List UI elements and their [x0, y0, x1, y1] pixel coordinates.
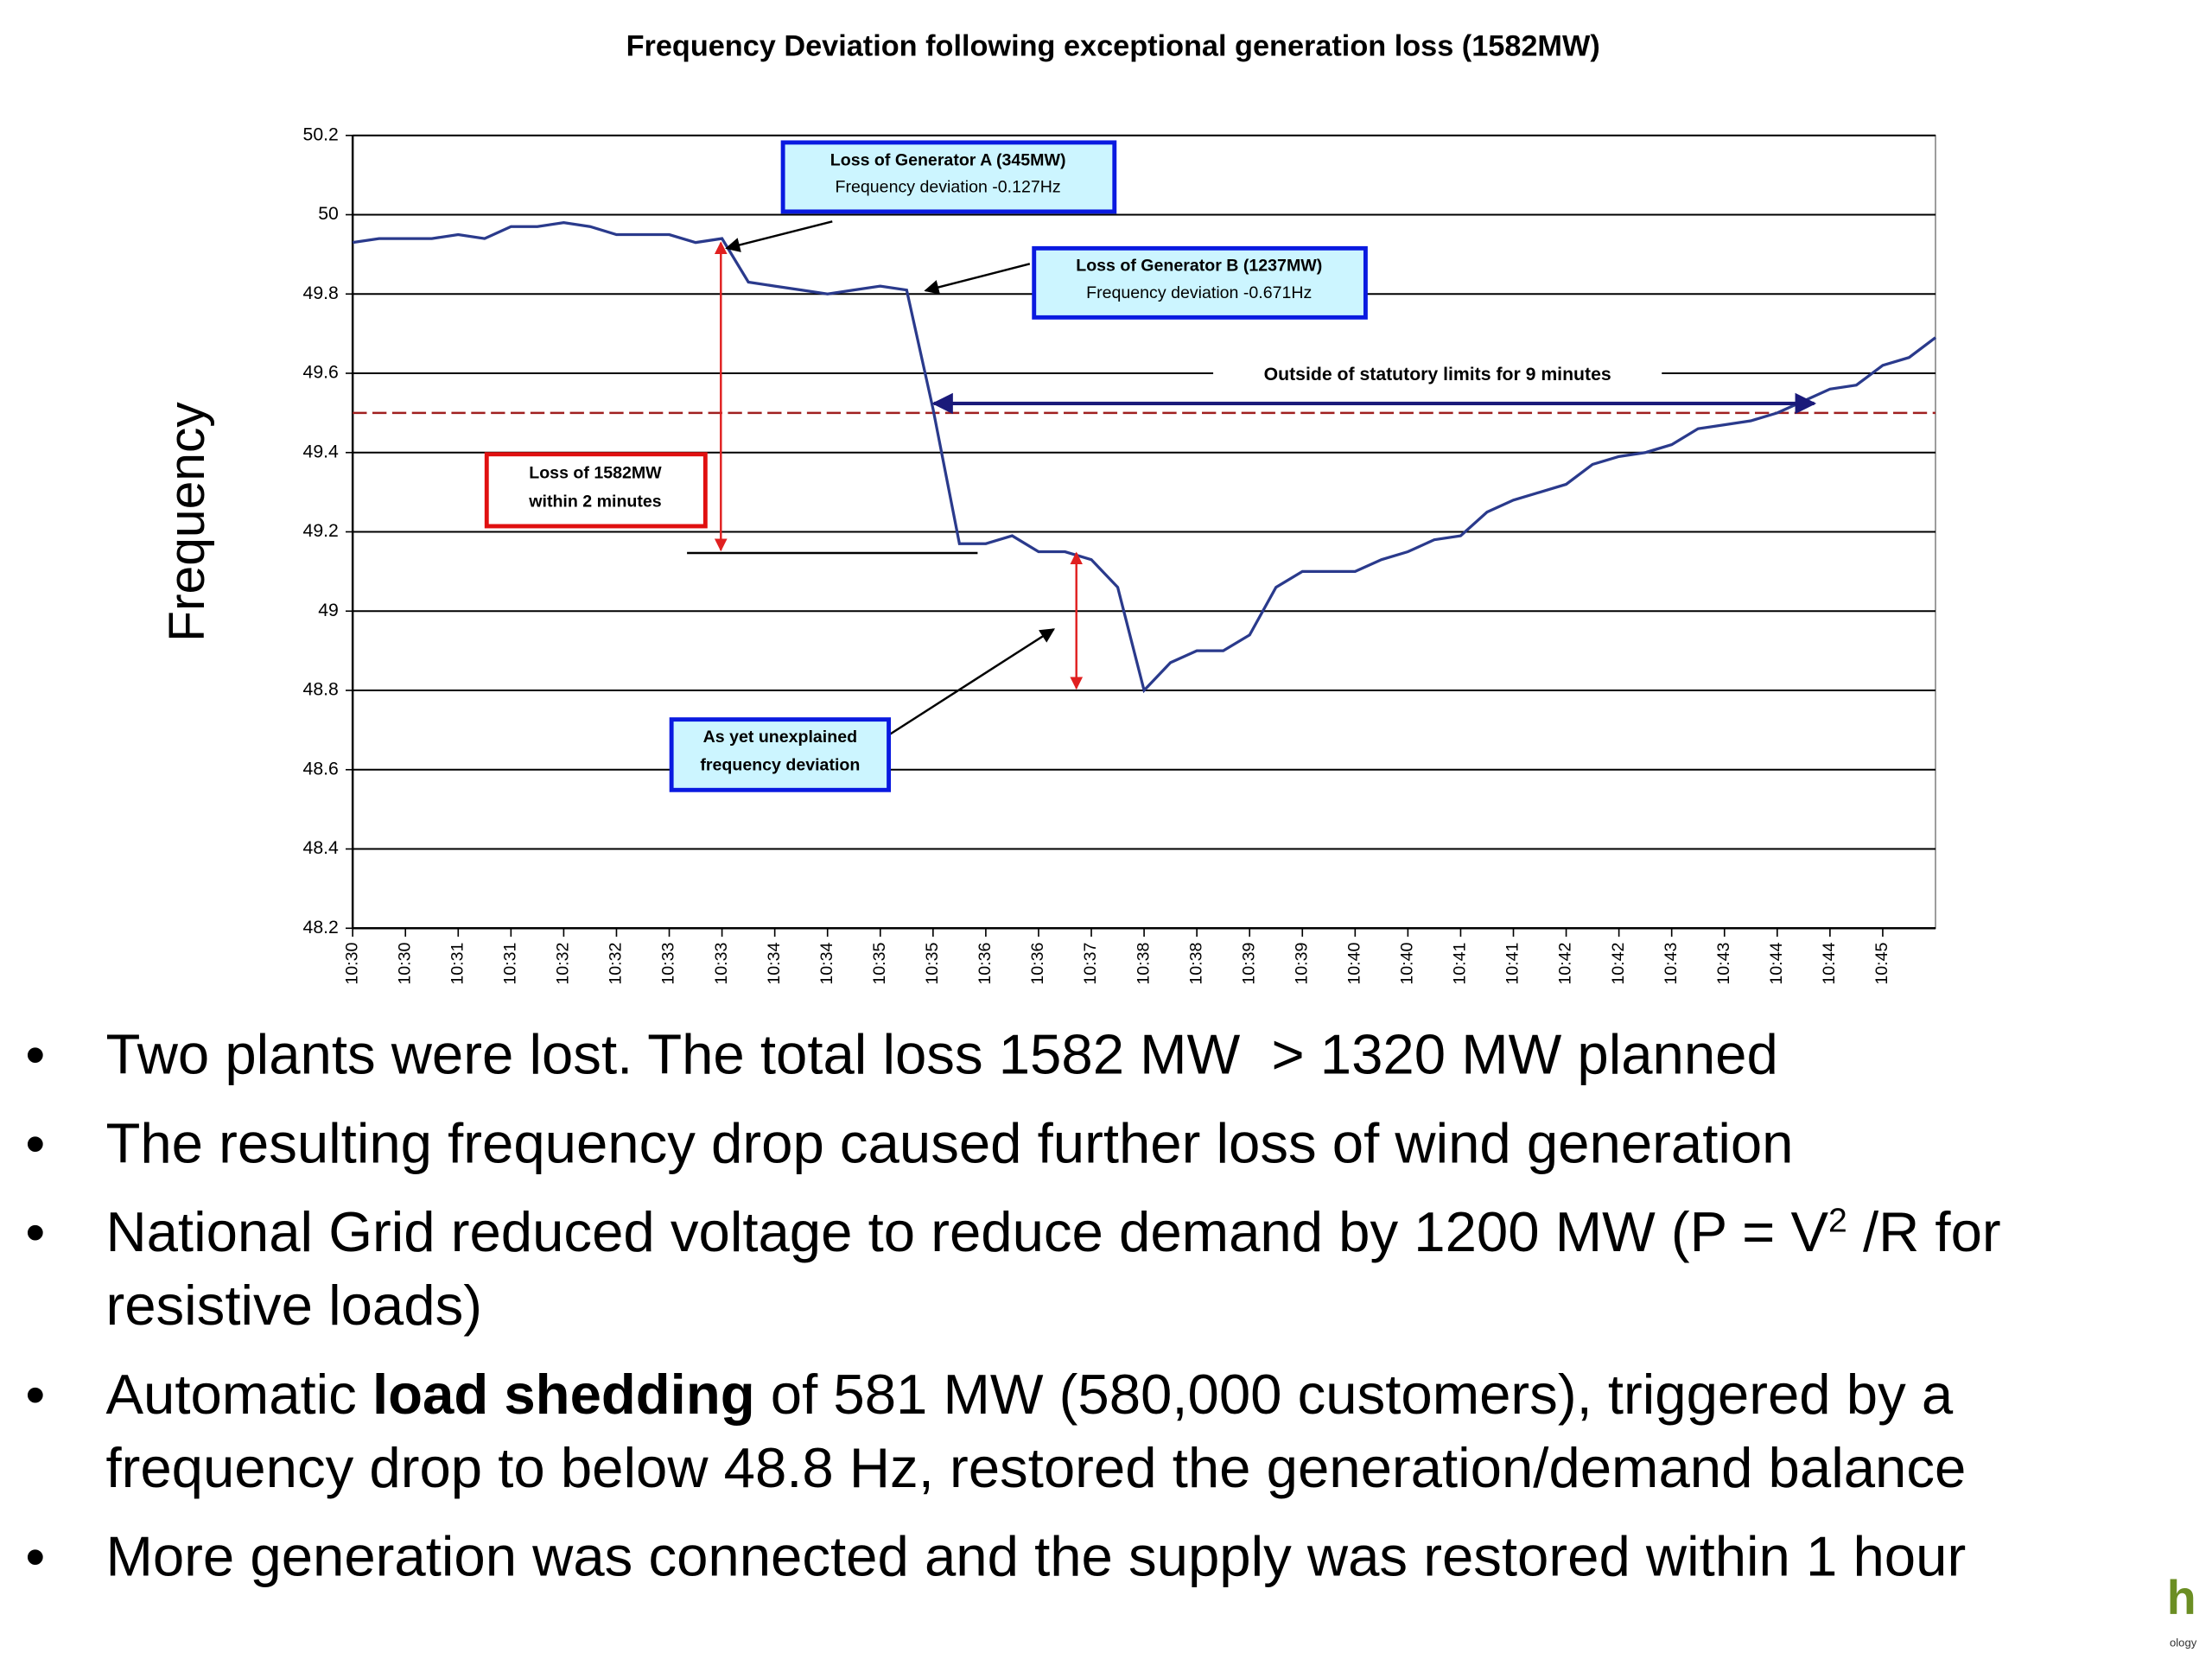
- annotation-box: [780, 140, 1117, 214]
- bullet-text: load shedding: [372, 1363, 755, 1427]
- x-tick-label: 10:40: [1344, 943, 1363, 985]
- x-tick-label: 10:41: [1451, 943, 1470, 985]
- annotation-text: Frequency deviation -0.127Hz: [836, 177, 1061, 196]
- bullet-text: Automatic: [105, 1363, 372, 1427]
- bullet-text: Two plants were lost. The total loss 158…: [105, 1024, 1778, 1087]
- bullet-text: The resulting frequency drop caused furt…: [105, 1113, 1794, 1175]
- annotation-text: Loss of 1582MW: [529, 464, 662, 483]
- annotation-box: [669, 717, 892, 792]
- x-tick-label: 10:31: [501, 943, 520, 985]
- bullet: The resulting frequency drop caused furt…: [0, 1108, 2172, 1181]
- x-tick-label: 10:41: [1503, 943, 1522, 985]
- x-tick-label: 10:36: [1028, 943, 1047, 985]
- arrow: [887, 628, 1056, 736]
- annotation-box: [1032, 245, 1368, 320]
- bullet-text: of 581 MW (580,000 customers), triggered…: [105, 1363, 1969, 1500]
- y-tick-label: 48.4: [303, 838, 339, 858]
- annotation-text: within 2 minutes: [528, 492, 661, 511]
- bullet: Two plants were lost. The total loss 158…: [0, 1019, 2172, 1092]
- x-tick-label: 10:30: [342, 943, 361, 985]
- arrow: [725, 220, 833, 252]
- y-tick-label: 48.8: [303, 680, 339, 700]
- x-tick-label: 10:33: [659, 943, 678, 985]
- annotation-text: Outside of statutory limits for 9 minute…: [1264, 365, 1611, 385]
- logo: h: [2166, 1571, 2196, 1625]
- x-tick-label: 10:34: [765, 943, 784, 985]
- bullet-text: More generation was connected and the su…: [105, 1526, 1967, 1589]
- bullet: National Grid reduced voltage to reduce …: [0, 1196, 2172, 1343]
- annotation-text: Loss of Generator B (1237MW): [1076, 257, 1322, 276]
- x-tick-label: 10:38: [1186, 943, 1205, 985]
- bullet-text: National Grid reduced voltage to reduce …: [105, 1202, 1829, 1264]
- bullet-list: Two plants were lost. The total loss 158…: [0, 1019, 2172, 1610]
- y-tick-label: 49.8: [303, 283, 339, 303]
- annotation-text: frequency deviation: [700, 756, 860, 775]
- x-tick-label: 10:35: [923, 943, 942, 985]
- x-tick-label: 10:43: [1714, 943, 1733, 985]
- y-tick-label: 49.4: [303, 442, 339, 461]
- x-tick-label: 10:35: [870, 943, 889, 985]
- label-bg: [1213, 360, 1662, 390]
- data-line: [352, 220, 1936, 694]
- annotation-text: Loss of Generator A (345MW): [830, 150, 1066, 169]
- x-tick-label: 10:34: [817, 943, 836, 985]
- x-tick-label: 10:32: [554, 943, 573, 985]
- annotation-text: Frequency deviation -0.671Hz: [1086, 283, 1312, 302]
- x-tick-label: 10:44: [1820, 943, 1839, 985]
- x-tick-label: 10:40: [1398, 943, 1417, 985]
- annotation-box: [484, 452, 708, 529]
- chart: Frequency Deviation following exceptiona…: [159, 30, 1936, 985]
- bullet: More generation was connected and the su…: [0, 1521, 2172, 1594]
- annotation-text: As yet unexplained: [703, 728, 857, 747]
- y-tick-label: 49.2: [303, 521, 339, 541]
- y-tick-label: 49.6: [303, 363, 339, 383]
- y-tick-label: 50: [318, 204, 339, 224]
- bullet-text: /R for resistive loads): [105, 1202, 2017, 1338]
- x-tick-label: 10:38: [1134, 943, 1153, 985]
- x-tick-label: 10:43: [1662, 943, 1681, 985]
- x-tick-label: 10:30: [395, 943, 414, 985]
- x-tick-label: 10:39: [1292, 943, 1311, 985]
- y-tick-label: 48.6: [303, 759, 339, 779]
- bullet-text: 2: [1828, 1202, 1847, 1241]
- logo-text: ology: [2170, 1636, 2197, 1649]
- x-tick-label: 10:45: [1872, 943, 1891, 985]
- chart-title: Frequency Deviation following exceptiona…: [626, 30, 1600, 63]
- x-tick-label: 10:31: [448, 943, 467, 985]
- y-tick-label: 48.2: [303, 918, 339, 938]
- x-tick-label: 10:42: [1609, 943, 1628, 985]
- x-tick-label: 10:44: [1767, 943, 1786, 985]
- annotations: Outside of statutory limits for 9 minute…: [484, 140, 1817, 792]
- x-tick-label: 10:36: [976, 943, 995, 985]
- bullet: Automatic load shedding of 581 MW (580,0…: [0, 1358, 2172, 1505]
- x-tick-label: 10:37: [1081, 943, 1100, 985]
- x-tick-label: 10:39: [1239, 943, 1258, 985]
- arrow: [924, 263, 1031, 295]
- x-tick-label: 10:33: [712, 943, 731, 985]
- y-axis-label: Frequency: [159, 402, 215, 642]
- y-tick-label: 49: [318, 601, 339, 620]
- x-tick-label: 10:32: [607, 943, 626, 985]
- y-tick-label: 50.2: [303, 124, 339, 144]
- x-tick-label: 10:42: [1556, 943, 1575, 985]
